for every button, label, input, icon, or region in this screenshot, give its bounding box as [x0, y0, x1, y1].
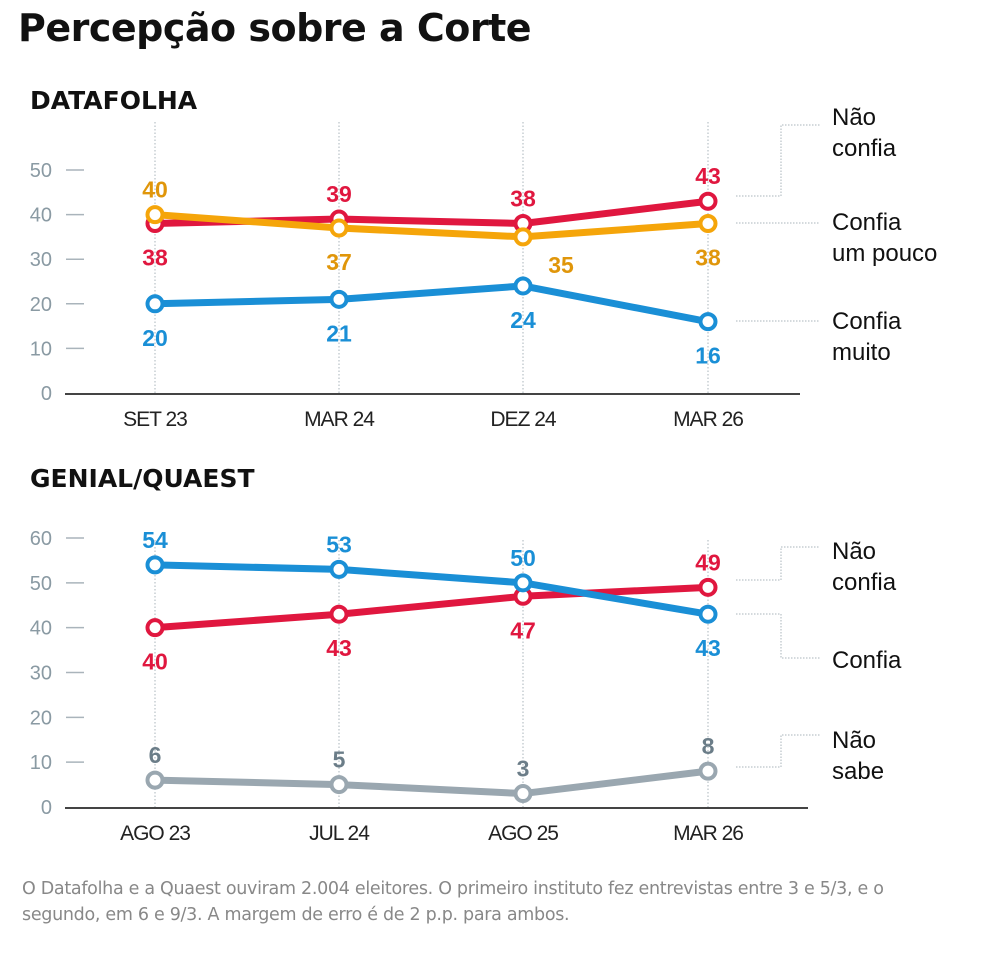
- y-tick-label: 50: [30, 573, 52, 595]
- series-line-confia-um-pouco: [151, 211, 712, 241]
- legend-leader: [736, 613, 820, 659]
- data-point: [698, 312, 718, 332]
- y-tick-label: 0: [41, 383, 52, 405]
- y-tick-label: 40: [30, 618, 52, 640]
- data-point: [329, 289, 349, 309]
- data-label: 3: [517, 756, 530, 782]
- data-label: 47: [510, 617, 536, 643]
- legend-label: confia: [832, 135, 897, 162]
- data-point: [698, 604, 718, 624]
- legend-leader: [736, 546, 820, 581]
- data-label: 39: [326, 181, 352, 207]
- legend-label: Confia: [832, 209, 902, 236]
- data-label: 35: [548, 252, 574, 278]
- data-label: 43: [695, 635, 721, 661]
- data-point: [329, 604, 349, 624]
- legend-label: muito: [832, 339, 891, 366]
- data-label: 40: [142, 649, 168, 675]
- legend-label: confia: [832, 569, 897, 596]
- y-tick-label: 60: [30, 528, 52, 550]
- datafolha-chart: 0 10 20 30 40 50 SET 23 MAR 24 DEZ 24 MAR 26 38 39 3…: [30, 104, 938, 431]
- data-point: [698, 191, 718, 211]
- x-tick-label: JUL 24: [309, 822, 370, 845]
- data-label: 40: [142, 177, 168, 203]
- data-point: [329, 218, 349, 238]
- data-label: 8: [702, 733, 715, 759]
- data-label: 50: [510, 545, 536, 571]
- data-label: 24: [510, 307, 536, 333]
- data-point: [698, 761, 718, 781]
- y-tick-label: 30: [30, 663, 52, 685]
- data-point: [329, 559, 349, 579]
- data-point: [145, 294, 165, 314]
- data-point: [329, 775, 349, 795]
- data-point: [145, 555, 165, 575]
- legend-leader: [736, 124, 820, 197]
- chart-title-quaest: GENIAL/QUAEST: [30, 464, 255, 493]
- data-point: [513, 227, 533, 247]
- legend-label: Não: [832, 727, 876, 754]
- x-tick-label: AGO 23: [120, 822, 190, 845]
- data-point: [513, 573, 533, 593]
- x-tick-label: MAR 26: [673, 408, 743, 431]
- data-label: 38: [510, 186, 536, 212]
- x-tick-label: MAR 26: [673, 822, 743, 845]
- data-label: 6: [149, 742, 162, 768]
- data-point: [698, 214, 718, 234]
- data-label: 5: [333, 747, 346, 773]
- data-label: 43: [326, 635, 352, 661]
- data-label: 20: [142, 325, 168, 351]
- legend-label: Confia: [832, 647, 902, 674]
- page-title: Percepção sobre a Corte: [18, 6, 532, 50]
- y-tick-label: 20: [30, 707, 52, 729]
- data-point: [145, 770, 165, 790]
- chart-title-datafolha: DATAFOLHA: [30, 86, 198, 115]
- quaest-chart: 0 10 20 30 40 50 60 AGO 23 JUL 24 AGO 25 MAR 26 40 4…: [30, 527, 902, 845]
- legend-label: sabe: [832, 758, 884, 785]
- data-label: 49: [695, 549, 721, 575]
- y-tick-label: 50: [30, 160, 52, 182]
- y-tick-label: 20: [30, 294, 52, 316]
- data-label: 54: [142, 527, 168, 553]
- legend-label: Não: [832, 538, 876, 565]
- series-line-confia: [151, 561, 712, 618]
- series-line-n-o-confia: [151, 583, 712, 632]
- series-line-n-o-sabe: [151, 767, 712, 798]
- data-label: 43: [695, 163, 721, 189]
- x-tick-label: MAR 24: [304, 408, 375, 431]
- y-tick-label: 0: [41, 797, 52, 819]
- data-label: 38: [695, 245, 721, 271]
- x-tick-label: DEZ 24: [490, 408, 557, 431]
- legend-leader: [736, 734, 820, 768]
- legend-label: Não: [832, 104, 876, 131]
- data-point: [513, 784, 533, 804]
- data-label: 16: [695, 343, 721, 369]
- data-label: 21: [326, 320, 352, 346]
- data-label: 53: [326, 531, 352, 557]
- y-tick-label: 40: [30, 205, 52, 227]
- data-point: [145, 618, 165, 638]
- data-label: 37: [326, 249, 352, 275]
- y-tick-label: 10: [30, 752, 52, 774]
- data-point: [698, 577, 718, 597]
- legend-label: um pouco: [832, 240, 937, 267]
- data-point: [145, 205, 165, 225]
- data-point: [513, 276, 533, 296]
- y-tick-label: 30: [30, 249, 52, 271]
- footnote: O Datafolha e a Quaest ouviram 2.004 ele…: [22, 879, 884, 925]
- legend-label: Confia: [832, 308, 902, 335]
- y-tick-label: 10: [30, 338, 52, 360]
- series-line-confia-muito: [151, 282, 712, 326]
- x-tick-label: AGO 25: [488, 822, 558, 845]
- data-label: 38: [142, 245, 168, 271]
- x-tick-label: SET 23: [123, 408, 187, 431]
